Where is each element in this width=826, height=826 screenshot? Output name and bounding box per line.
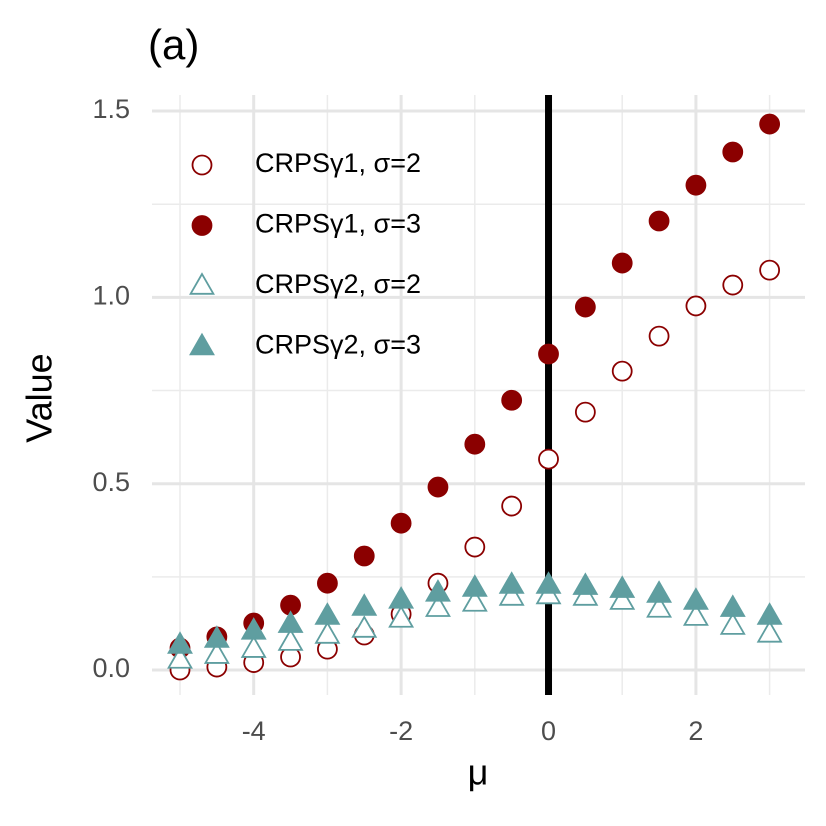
triangle-marker: [240, 617, 267, 640]
triangle-marker: [314, 602, 341, 625]
circle-marker: [611, 360, 633, 382]
triangle-marker: [719, 594, 746, 617]
legend-symbol: [191, 215, 213, 236]
triangle-marker: [719, 612, 746, 635]
x-tick-label: 2: [688, 716, 703, 746]
triangle-marker: [461, 589, 488, 612]
y-tick-label: 1.0: [92, 280, 130, 310]
triangle-marker: [498, 571, 525, 594]
circle-marker: [574, 401, 596, 423]
circle-marker: [390, 512, 412, 534]
triangle-marker: [609, 587, 636, 610]
y-tick-label: 1.5: [92, 94, 130, 124]
y-tick-label: 0.0: [92, 653, 130, 683]
triangle-marker: [682, 603, 709, 626]
circle-marker: [464, 536, 486, 558]
triangle-marker: [277, 628, 304, 651]
legend-label: CRPSγ2, σ=3: [255, 330, 421, 360]
y-axis-title: Value: [19, 353, 60, 442]
circle-marker: [501, 495, 523, 517]
circle-marker: [574, 296, 596, 318]
triangle-marker: [203, 625, 230, 648]
triangle-marker: [609, 575, 636, 598]
triangle-marker: [461, 574, 488, 597]
triangle-marker: [425, 594, 451, 617]
triangle-marker: [388, 605, 415, 628]
triangle-marker: [535, 571, 562, 594]
legend-symbol: [189, 272, 215, 295]
triangle-marker: [572, 572, 599, 595]
legend-label: CRPSγ2, σ=2: [255, 269, 421, 299]
triangle-marker: [646, 580, 673, 603]
circle-marker: [685, 174, 707, 196]
circle-marker: [759, 113, 781, 135]
chart-title: (a): [148, 21, 199, 68]
x-axis-title: μ: [468, 752, 489, 793]
triangle-marker: [646, 595, 673, 618]
triangle-marker: [682, 587, 709, 610]
circle-marker: [538, 343, 559, 365]
triangle-marker: [388, 586, 415, 609]
triangle-marker: [756, 602, 783, 625]
legend-label: CRPSγ1, σ=2: [255, 148, 421, 178]
circle-marker: [611, 252, 633, 274]
circle-marker: [759, 259, 781, 281]
legend-symbol: [189, 332, 215, 356]
triangle-marker: [351, 593, 378, 616]
x-tick-label: -2: [389, 716, 413, 746]
x-tick-label: 0: [541, 716, 556, 746]
triangle-marker: [203, 641, 230, 664]
triangle-marker: [167, 646, 193, 669]
triangle-marker: [314, 621, 341, 644]
circle-marker: [722, 141, 744, 163]
x-tick-label: -4: [242, 716, 266, 746]
legend-symbol: [191, 154, 213, 176]
triangle-marker: [425, 579, 451, 602]
circle-marker: [464, 433, 486, 455]
circle-marker: [353, 545, 375, 567]
circle-marker: [648, 325, 670, 347]
triangle-marker: [498, 583, 525, 606]
y-tick-label: 0.5: [92, 467, 130, 497]
circle-marker: [648, 210, 670, 232]
circle-marker: [501, 389, 523, 411]
triangle-marker: [351, 615, 378, 638]
triangle-marker: [240, 635, 267, 658]
triangle-marker: [167, 631, 193, 654]
circle-marker: [685, 295, 707, 317]
circle-marker: [317, 572, 338, 594]
circle-marker: [722, 274, 744, 296]
circle-marker: [538, 448, 559, 470]
triangle-marker: [572, 583, 599, 606]
triangle-marker: [277, 610, 304, 633]
legend-label: CRPSγ1, σ=3: [255, 209, 421, 239]
circle-marker: [427, 476, 449, 498]
triangle-marker: [756, 620, 783, 643]
